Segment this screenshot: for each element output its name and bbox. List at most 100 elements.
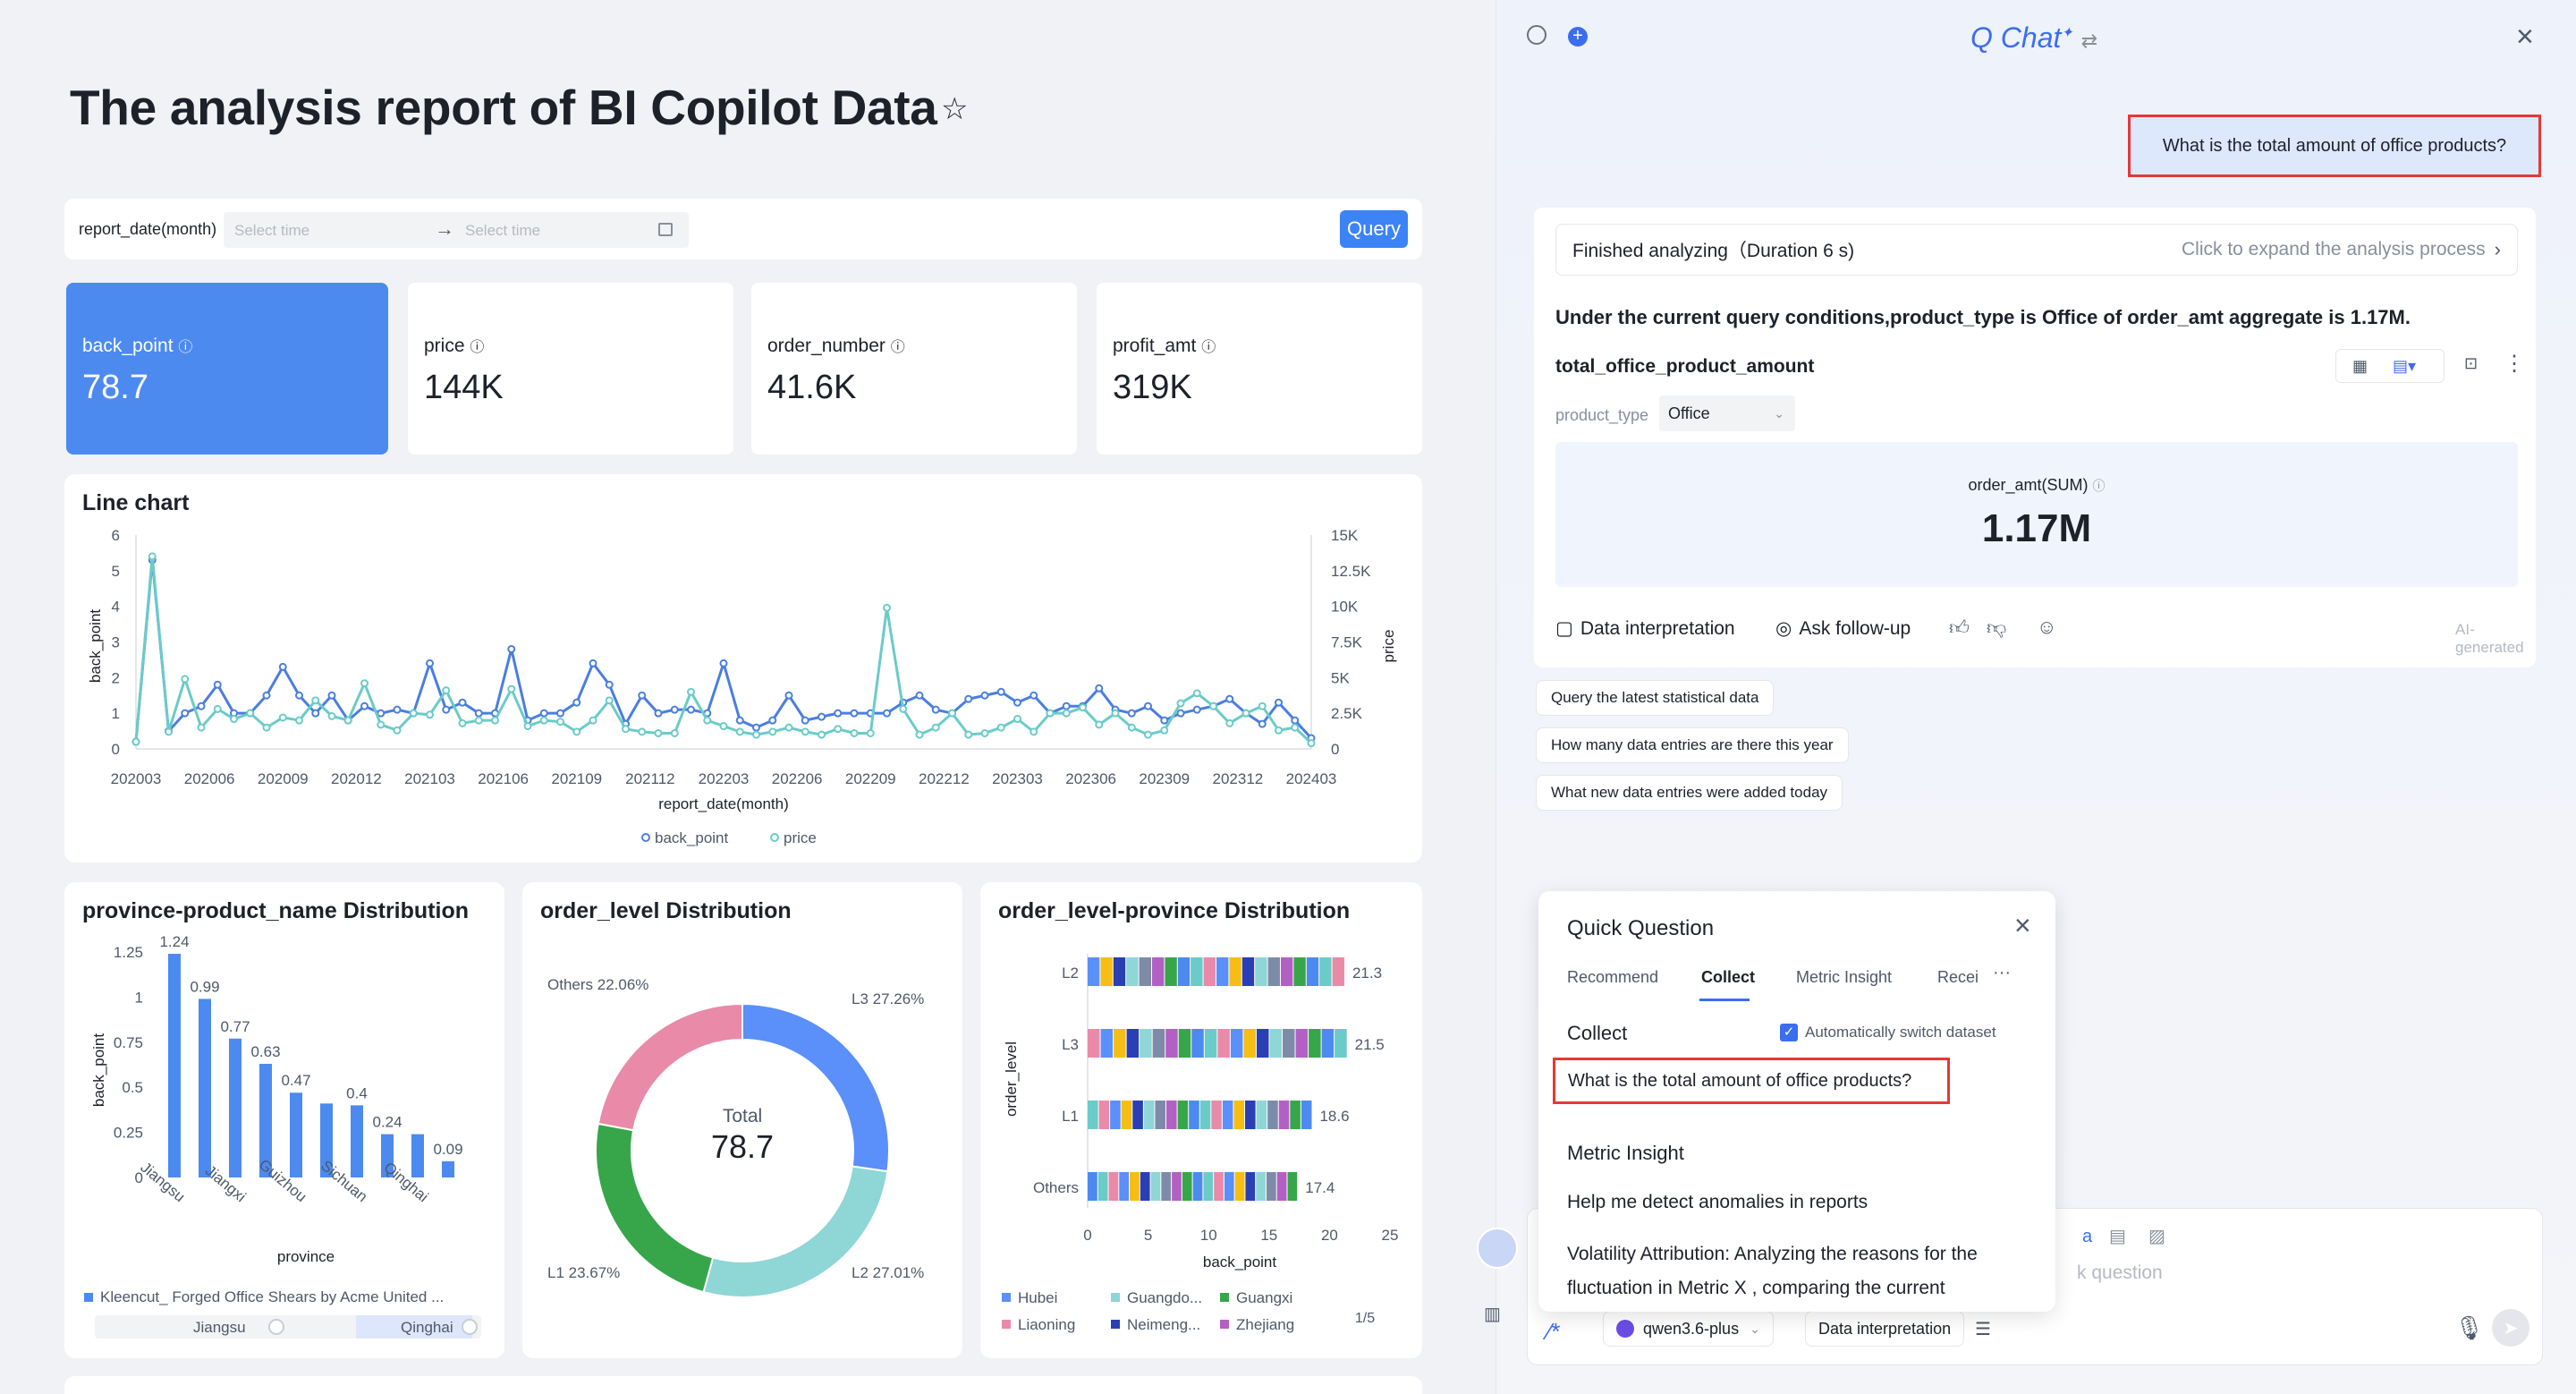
data-interpretation-button[interactable]: ▢ Data interpretation bbox=[1555, 617, 1735, 640]
kpi-card-back-point[interactable]: back_point ⓘ 78.7 bbox=[66, 283, 388, 455]
panel-title: order_level Distribution bbox=[540, 898, 792, 923]
slider-handle-right[interactable] bbox=[462, 1319, 478, 1335]
data-point bbox=[539, 716, 548, 725]
thumbs-down-icon[interactable]: 👎︎ bbox=[1987, 616, 2007, 639]
bar-segment bbox=[1132, 1101, 1143, 1129]
analysis-status-bar[interactable]: Finished analyzing（Duration 6 s) Click t… bbox=[1555, 224, 2518, 276]
data-point bbox=[883, 709, 891, 718]
close-icon[interactable]: × bbox=[2516, 20, 2534, 54]
collect-item[interactable]: What is the total amount of office produ… bbox=[1553, 1058, 1950, 1104]
data-point bbox=[818, 730, 826, 739]
y-tick-label: L2 bbox=[1062, 965, 1079, 982]
model-select[interactable]: qwen3.6-plus ⌄ bbox=[1603, 1311, 1774, 1347]
query-button[interactable]: Query bbox=[1340, 210, 1408, 248]
kpi-card-order-number[interactable]: order_number ⓘ 41.6K bbox=[751, 283, 1077, 455]
template-icon[interactable]: ▤ bbox=[2109, 1227, 2126, 1246]
metric-insight-item[interactable]: fluctuation in Metric X , comparing the … bbox=[1567, 1278, 1945, 1297]
data-point bbox=[1291, 723, 1300, 732]
date-range-picker[interactable]: Select time → Select time bbox=[224, 212, 689, 248]
x-tick-label: 25 bbox=[1382, 1227, 1399, 1244]
data-point bbox=[474, 716, 483, 725]
input-link[interactable]: a bbox=[2082, 1227, 2093, 1246]
metric-insight-item[interactable]: Volatility Attribution: Analyzing the re… bbox=[1567, 1244, 1978, 1264]
bar-chart-panel: province-product_name Distribution 0 0.25… bbox=[64, 882, 504, 1358]
tab-metric-insight[interactable]: Metric Insight bbox=[1796, 968, 1893, 986]
smile-icon[interactable]: ☺ bbox=[2037, 616, 2057, 638]
auto-switch-checkbox[interactable]: ✓ Automatically switch dataset bbox=[1780, 1024, 1996, 1041]
new-chat-icon[interactable]: + bbox=[1568, 27, 1588, 47]
thumbs-up-icon[interactable]: 👍︎ bbox=[1949, 616, 1970, 639]
kpi-card-price[interactable]: price ⓘ 144K bbox=[408, 283, 733, 455]
chat-input[interactable]: k question bbox=[2077, 1262, 2163, 1283]
date-end-input[interactable]: Select time bbox=[465, 222, 541, 239]
popup-title: Quick Question bbox=[1567, 916, 1715, 940]
close-icon[interactable]: × bbox=[2014, 909, 2031, 941]
data-point bbox=[131, 737, 140, 746]
y-axis-title: order_level bbox=[1003, 1041, 1020, 1117]
grid-icon[interactable]: ▥ bbox=[1484, 1305, 1501, 1324]
y-tick-label: 0.5 bbox=[122, 1079, 143, 1096]
suggestion-chip[interactable]: How many data entries are there this yea… bbox=[1536, 727, 1849, 763]
bar bbox=[411, 1134, 424, 1177]
bar-segment bbox=[1098, 1101, 1110, 1129]
slider-handle-left[interactable] bbox=[268, 1319, 284, 1335]
x-tick-label: 202106 bbox=[478, 770, 529, 787]
bar-legend[interactable]: Kleencut_ Forged Office Shears by Acme U… bbox=[84, 1288, 444, 1306]
data-point bbox=[1127, 709, 1136, 718]
sparkle-icon: ✦ bbox=[2061, 25, 2073, 41]
list-icon[interactable]: ☰ bbox=[1975, 1320, 1991, 1339]
bar-segment bbox=[1191, 1029, 1204, 1058]
data-point bbox=[1013, 698, 1021, 707]
y-axis-title: back_point bbox=[90, 1033, 107, 1108]
more-icon[interactable]: ⋮ bbox=[2504, 352, 2525, 376]
tab-collect[interactable]: Collect bbox=[1701, 968, 1756, 986]
data-point bbox=[442, 686, 451, 695]
more-tabs-icon[interactable]: ··· bbox=[1993, 963, 2011, 982]
y2-tick-label: 5K bbox=[1331, 669, 1350, 686]
x-tick-label: 20 bbox=[1321, 1227, 1338, 1244]
product-type-select[interactable]: Office ⌄ bbox=[1659, 395, 1795, 431]
send-icon[interactable]: ➤ bbox=[2492, 1309, 2529, 1347]
y-tick-label: 2 bbox=[112, 669, 120, 686]
magic-wand-icon[interactable]: ⁄* bbox=[1547, 1318, 1561, 1345]
tab-recent[interactable]: Recei bbox=[1937, 968, 1979, 986]
data-point bbox=[866, 728, 875, 737]
star-icon[interactable]: ☆ bbox=[941, 92, 969, 126]
bar-segment bbox=[1256, 1029, 1269, 1058]
suggestion-chip[interactable]: Query the latest statistical data bbox=[1536, 680, 1775, 716]
filter-label: report_date(month) bbox=[79, 220, 217, 238]
tab-recommend[interactable]: Recommend bbox=[1567, 968, 1659, 986]
expand-link: Click to expand the analysis process bbox=[2182, 239, 2486, 259]
data-point bbox=[507, 684, 516, 693]
legend-marker bbox=[770, 833, 779, 842]
mode-chip[interactable]: Data interpretation bbox=[1805, 1311, 1965, 1347]
date-start-input[interactable]: Select time bbox=[234, 222, 310, 239]
metric-block: order_amt(SUM) ⓘ 1.17M bbox=[1555, 442, 2518, 587]
x-tick-label: 202403 bbox=[1286, 770, 1337, 787]
bar-segment bbox=[1178, 1029, 1191, 1058]
bar bbox=[351, 1105, 363, 1177]
x-tick-label: 5 bbox=[1144, 1227, 1152, 1244]
donut-chart: L3 27.26% L2 27.01% L1 23.67% Others 22.06%… bbox=[547, 976, 924, 1298]
avatar[interactable] bbox=[1477, 1228, 1518, 1269]
kpi-card-profit-amt[interactable]: profit_amt ⓘ 319K bbox=[1097, 283, 1422, 455]
dataset-icon[interactable]: ▨ bbox=[2148, 1227, 2165, 1246]
panel-title: Line chart bbox=[82, 490, 190, 515]
suggestion-chip[interactable]: What new data entries were added today bbox=[1536, 775, 1843, 811]
data-point bbox=[1062, 709, 1071, 718]
bar-segment bbox=[1332, 957, 1344, 986]
x-tick-label: 202309 bbox=[1139, 770, 1190, 787]
bar-segment bbox=[1283, 1029, 1295, 1058]
data-point bbox=[360, 679, 369, 688]
history-icon[interactable] bbox=[1527, 25, 1546, 45]
metric-insight-item[interactable]: Help me detect anomalies in reports bbox=[1567, 1192, 1868, 1212]
bar-segment bbox=[1335, 1029, 1347, 1058]
ask-followup-button[interactable]: ◎ Ask follow-up bbox=[1775, 617, 1911, 640]
microphone-icon[interactable]: 🎙︎ bbox=[2454, 1314, 2485, 1341]
data-point bbox=[1176, 699, 1185, 708]
sql-icon[interactable]: ⊡ bbox=[2464, 354, 2479, 372]
data-point bbox=[801, 716, 809, 725]
bar-segment bbox=[1088, 957, 1100, 986]
range-slider[interactable]: Jiangsu Qinghai bbox=[95, 1315, 481, 1339]
view-switcher[interactable]: ▦ ▤▾ bbox=[2335, 349, 2445, 383]
